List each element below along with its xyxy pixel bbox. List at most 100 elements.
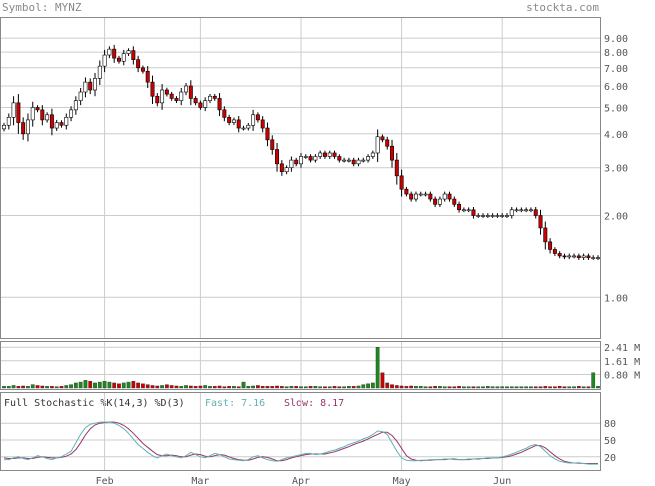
candle-body xyxy=(270,139,275,150)
candle-body xyxy=(231,119,236,123)
stochastic-tick-label: 80 xyxy=(604,419,616,430)
candle-body xyxy=(59,122,64,126)
volume-bar xyxy=(485,386,490,389)
candle-body xyxy=(581,255,586,258)
volume-bar xyxy=(256,385,260,389)
volume-bar xyxy=(380,372,385,389)
candle-body xyxy=(337,156,342,161)
candle-body xyxy=(284,167,289,173)
volume-bar xyxy=(414,386,418,389)
candle-body xyxy=(78,91,83,101)
stochastic-tick-label: 50 xyxy=(604,436,616,447)
candle-body xyxy=(294,159,299,165)
volume-bar xyxy=(69,384,73,389)
brand-label[interactable]: stockta.com xyxy=(526,1,599,14)
volume-bar xyxy=(505,386,509,389)
volume-bar xyxy=(423,386,428,389)
candle-body xyxy=(21,122,26,135)
volume-bar xyxy=(93,382,97,389)
stochastic-slow-label: Slow: 8.17 xyxy=(284,398,344,409)
volume-bar xyxy=(495,386,500,389)
volume-bar xyxy=(447,386,452,389)
volume-bar xyxy=(179,386,184,389)
candle-body xyxy=(466,209,471,212)
candle-body xyxy=(332,152,337,157)
candle-body xyxy=(260,119,265,129)
candle-body xyxy=(217,98,222,111)
candle-body xyxy=(390,145,394,161)
candle-body xyxy=(16,102,21,123)
volume-bar xyxy=(203,385,208,389)
volume-bar xyxy=(351,386,356,389)
volume-bar xyxy=(222,386,227,389)
candle-body xyxy=(423,193,428,196)
volume-bar xyxy=(519,386,524,389)
candle-body xyxy=(385,139,390,147)
volume-bar xyxy=(596,386,600,389)
volume-tick-label: 1.61 M xyxy=(604,357,640,368)
volume-bar xyxy=(514,386,519,389)
volume-bar xyxy=(591,372,596,389)
candle-body xyxy=(121,53,126,62)
volume-bar xyxy=(279,386,284,389)
candle-body xyxy=(265,127,270,141)
candle-body xyxy=(150,81,155,97)
volume-bar xyxy=(313,386,318,389)
candle-body xyxy=(342,159,347,162)
volume-bar xyxy=(208,386,212,389)
volume-bar xyxy=(481,386,485,389)
candle-body xyxy=(418,193,423,196)
volume-bar xyxy=(184,385,188,389)
volume-bar xyxy=(227,386,232,389)
volume-bar xyxy=(73,382,78,389)
candle-body xyxy=(476,215,481,217)
volume-bar xyxy=(471,386,476,389)
candle-body xyxy=(136,59,141,69)
candle-body xyxy=(208,95,212,101)
volume-bar xyxy=(160,385,164,389)
candle-body xyxy=(318,152,323,157)
volume-bar xyxy=(198,385,203,389)
candle-body xyxy=(375,136,380,154)
volume-bar xyxy=(88,381,93,389)
candle-body xyxy=(442,193,447,200)
volume-panel: 2.41 M 1.61 M 0.80 M xyxy=(0,341,640,390)
candle-body xyxy=(452,198,457,205)
candle-body xyxy=(538,215,543,229)
volume-bar xyxy=(466,386,471,389)
candle-body xyxy=(380,136,385,141)
volume-bar xyxy=(294,386,299,389)
volume-bar xyxy=(284,386,289,389)
candle-body xyxy=(572,255,577,258)
candle-body xyxy=(131,50,136,60)
price-tick-label: 1.00 xyxy=(604,293,628,304)
candle-body xyxy=(227,117,232,123)
volume-bar xyxy=(164,384,169,389)
candle-body xyxy=(184,85,189,93)
candle-body xyxy=(351,159,356,165)
volume-bar xyxy=(347,386,351,389)
volume-bar xyxy=(26,386,30,389)
candle-body xyxy=(409,193,414,200)
volume-bar xyxy=(121,382,126,389)
candle-body xyxy=(35,107,40,111)
volume-tick-label: 2.41 M xyxy=(604,343,640,354)
volume-bar xyxy=(260,386,265,389)
volume-bar xyxy=(289,386,294,389)
candle-body xyxy=(289,159,294,169)
candle-body xyxy=(193,98,198,104)
volume-bar xyxy=(246,386,251,389)
volume-bar xyxy=(131,381,136,389)
volume-bar xyxy=(337,386,342,389)
candle-body xyxy=(485,215,490,217)
candle-body xyxy=(2,124,6,130)
candle-body xyxy=(45,114,50,121)
volume-bar xyxy=(442,386,447,389)
candle-body xyxy=(528,209,533,212)
volume-bar xyxy=(2,386,6,389)
volume-bar xyxy=(332,386,337,389)
candle-body xyxy=(54,122,59,129)
candle-body xyxy=(40,109,45,121)
volume-bar xyxy=(83,380,88,389)
candle-body xyxy=(203,100,208,108)
